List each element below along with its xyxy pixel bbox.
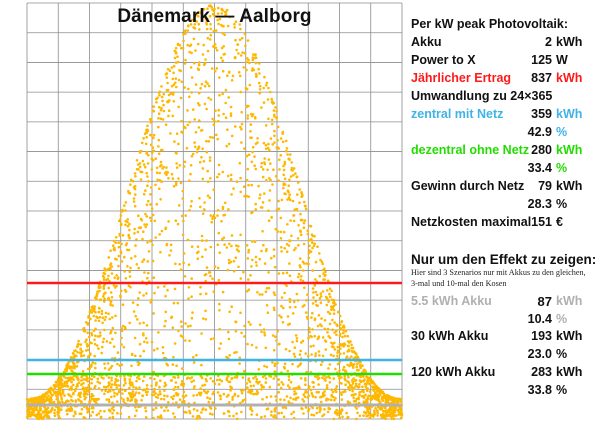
conversion-heading: Umwandlung zu 24×365 (411, 89, 553, 103)
effect-note: Hier sind 3 Szenarios nur mit Akkus zu d… (411, 268, 586, 288)
row-decentral: dezentral ohne Netz 280 kWh (411, 143, 600, 161)
row-gain-pct: 28.3 % (411, 197, 600, 215)
row-value: 283 (531, 365, 552, 379)
row-unit: € (556, 215, 563, 229)
row-unit: W (556, 53, 568, 67)
row-value: 28.3 (527, 197, 552, 211)
row-label: 30 kWh Akku (411, 329, 489, 343)
row-label: zentral mit Netz (411, 107, 504, 121)
row-scenario-120: 120 kWh Akku 283 kWh (411, 365, 600, 383)
row-unit: kWh (556, 294, 583, 308)
chart-title: Dänemark — Aalborg (117, 6, 312, 27)
row-scenario-5-5-pct: 10.4 % (411, 312, 600, 330)
row-value: 23.0 (527, 347, 552, 361)
row-value: 359 (531, 107, 552, 121)
row-scenario-30: 30 kWh Akku 193 kWh (411, 329, 600, 347)
row-scenario-120-pct: 33.8 % (411, 383, 600, 401)
row-value: 33.8 (527, 383, 552, 397)
row-unit: kWh (556, 365, 583, 379)
row-power-to-x: Power to X 125 W (411, 53, 600, 71)
row-label: Jährlicher Ertrag (411, 71, 512, 85)
row-unit: % (556, 312, 568, 326)
reference-lines (27, 281, 402, 407)
row-unit: kWh (556, 179, 583, 193)
row-label: Gewinn durch Netz (411, 179, 525, 193)
row-value: 10.4 (527, 312, 552, 326)
row-label: Akku (411, 35, 442, 49)
row-unit: % (556, 383, 568, 397)
row-value: 280 (531, 143, 552, 157)
row-unit: kWh (556, 107, 583, 121)
row-gain: Gewinn durch Netz 79 kWh (411, 179, 600, 197)
row-value: 2 (545, 35, 552, 49)
row-central: zentral mit Netz 359 kWh (411, 107, 600, 125)
row-central-pct: 42.9 % (411, 125, 600, 143)
row-scenario-5-5: 5.5 kWh Akku 87 kWh (411, 294, 600, 312)
row-unit: % (556, 197, 568, 211)
effect-heading: Nur um den Effekt zu zeigen: (411, 252, 597, 267)
row-value: 193 (531, 329, 552, 343)
scatter-points (25, 4, 404, 421)
row-decentral-pct: 33.4 % (411, 161, 600, 179)
row-unit: % (556, 347, 568, 361)
row-value: 125 (531, 53, 552, 67)
row-value: 151 (531, 215, 552, 229)
row-unit: % (556, 125, 568, 139)
row-unit: % (556, 161, 568, 175)
row-value: 837 (531, 71, 552, 85)
row-value: 79 (538, 179, 552, 193)
row-unit: kWh (556, 329, 583, 343)
row-annual-yield: Jährlicher Ertrag 837 kWh (411, 71, 600, 89)
row-akku: Akku 2 kWh (411, 35, 600, 53)
scatter-chart (25, 2, 404, 421)
row-label: 5.5 kWh Akku (411, 294, 492, 308)
panel-heading: Per kW peak Photovoltaik: (411, 17, 568, 31)
row-value: 42.9 (527, 125, 552, 139)
row-value: 33.4 (527, 161, 552, 175)
info-panel: Per kW peak Photovoltaik: Akku 2 kWh Pow… (411, 0, 600, 424)
row-unit: kWh (556, 143, 583, 157)
row-label: 120 kWh Akku (411, 365, 496, 379)
row-unit: kWh (556, 71, 583, 85)
row-value: 87 (537, 294, 552, 309)
row-scenario-30-pct: 23.0 % (411, 347, 600, 365)
row-label: Power to X (411, 53, 476, 67)
row-label: dezentral ohne Netz (411, 143, 530, 157)
row-label: Netzkosten maximal (411, 215, 532, 229)
row-unit: kWh (556, 35, 583, 49)
row-grid-cost: Netzkosten maximal 151 € (411, 215, 600, 233)
